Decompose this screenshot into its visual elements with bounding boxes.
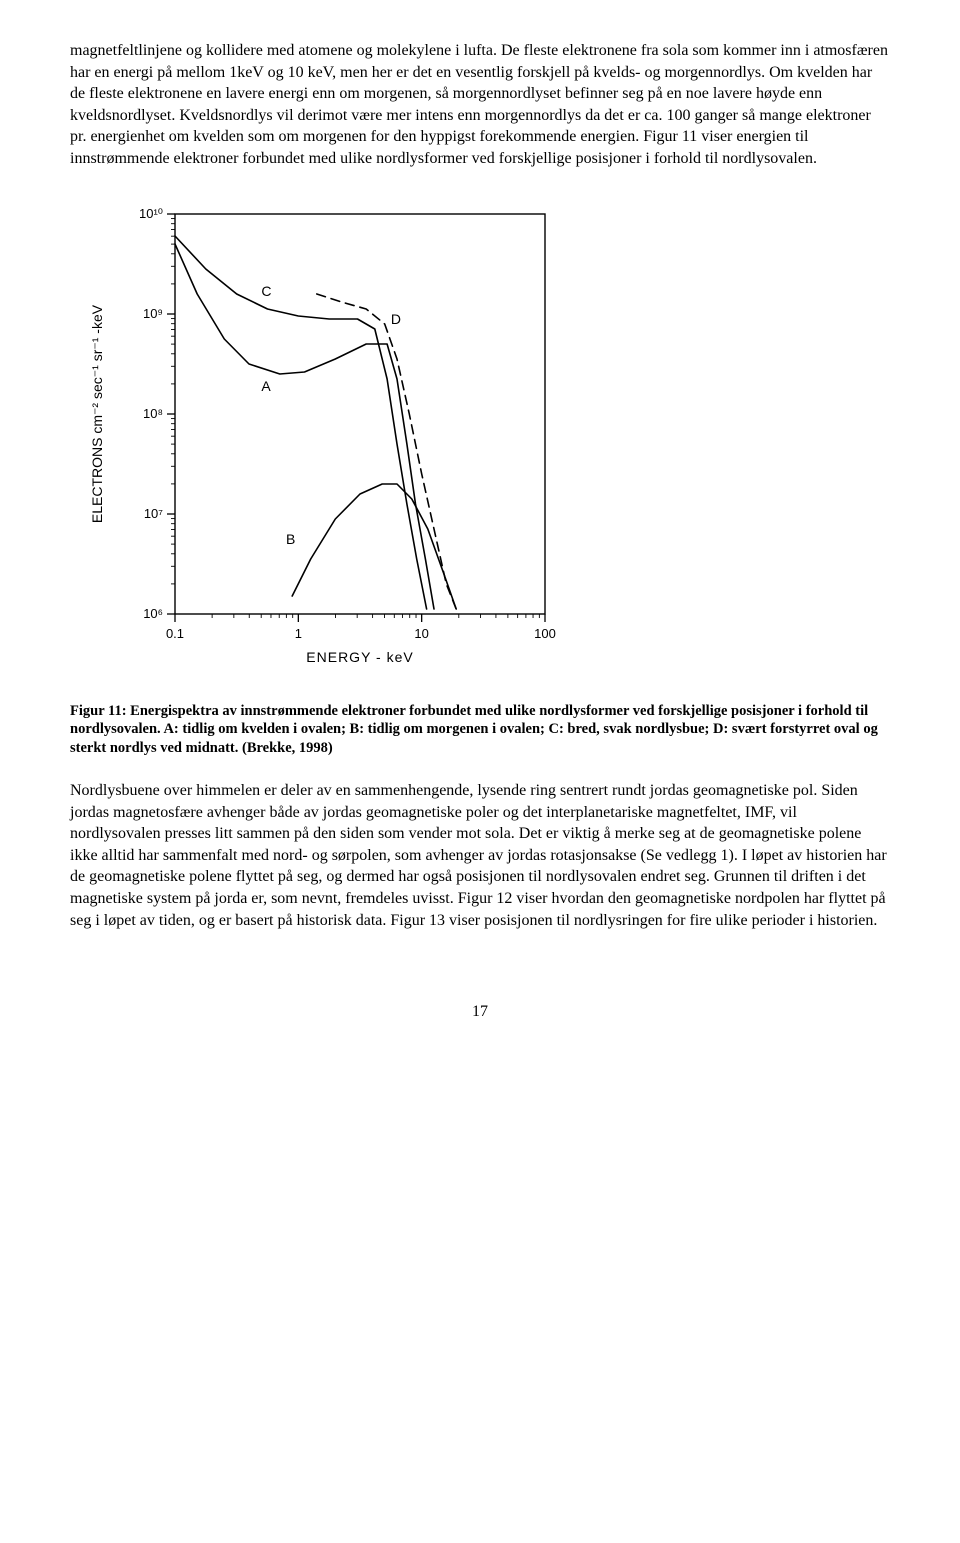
- energy-spectra-chart: 0.1 1 10 100 10⁶ 10⁷ 10⁸ 10⁹ 10¹⁰ ENERGY - keV ELE…: [80, 194, 580, 684]
- svg-text:A: A: [261, 378, 271, 394]
- svg-text:D: D: [391, 311, 401, 327]
- paragraph-oval: Nordlysbuene over himmelen er deler av e…: [70, 780, 890, 931]
- svg-text:10⁸: 10⁸: [143, 406, 163, 421]
- svg-text:100: 100: [534, 626, 556, 641]
- paragraph-intro: magnetfeltlinjene og kollidere med atome…: [70, 40, 890, 170]
- figure-11: 0.1 1 10 100 10⁶ 10⁷ 10⁸ 10⁹ 10¹⁰ ENERGY - keV ELE…: [70, 194, 890, 684]
- svg-text:0.1: 0.1: [166, 626, 184, 641]
- svg-text:ELECTRONS cm⁻² sec⁻¹ sr⁻¹ -keV: ELECTRONS cm⁻² sec⁻¹ sr⁻¹ -keV: [89, 304, 105, 523]
- svg-text:10¹⁰: 10¹⁰: [139, 206, 163, 221]
- svg-text:10⁷: 10⁷: [144, 506, 163, 521]
- figure-11-caption: Figur 11: Energispektra av innstrømmende…: [70, 702, 890, 759]
- svg-text:1: 1: [295, 626, 302, 641]
- svg-text:C: C: [261, 283, 271, 299]
- svg-text:10: 10: [414, 626, 428, 641]
- svg-text:10⁹: 10⁹: [143, 306, 163, 321]
- page-number: 17: [70, 1001, 890, 1023]
- svg-text:ENERGY - keV: ENERGY - keV: [306, 649, 413, 665]
- svg-text:B: B: [286, 531, 295, 547]
- svg-text:10⁶: 10⁶: [143, 606, 163, 621]
